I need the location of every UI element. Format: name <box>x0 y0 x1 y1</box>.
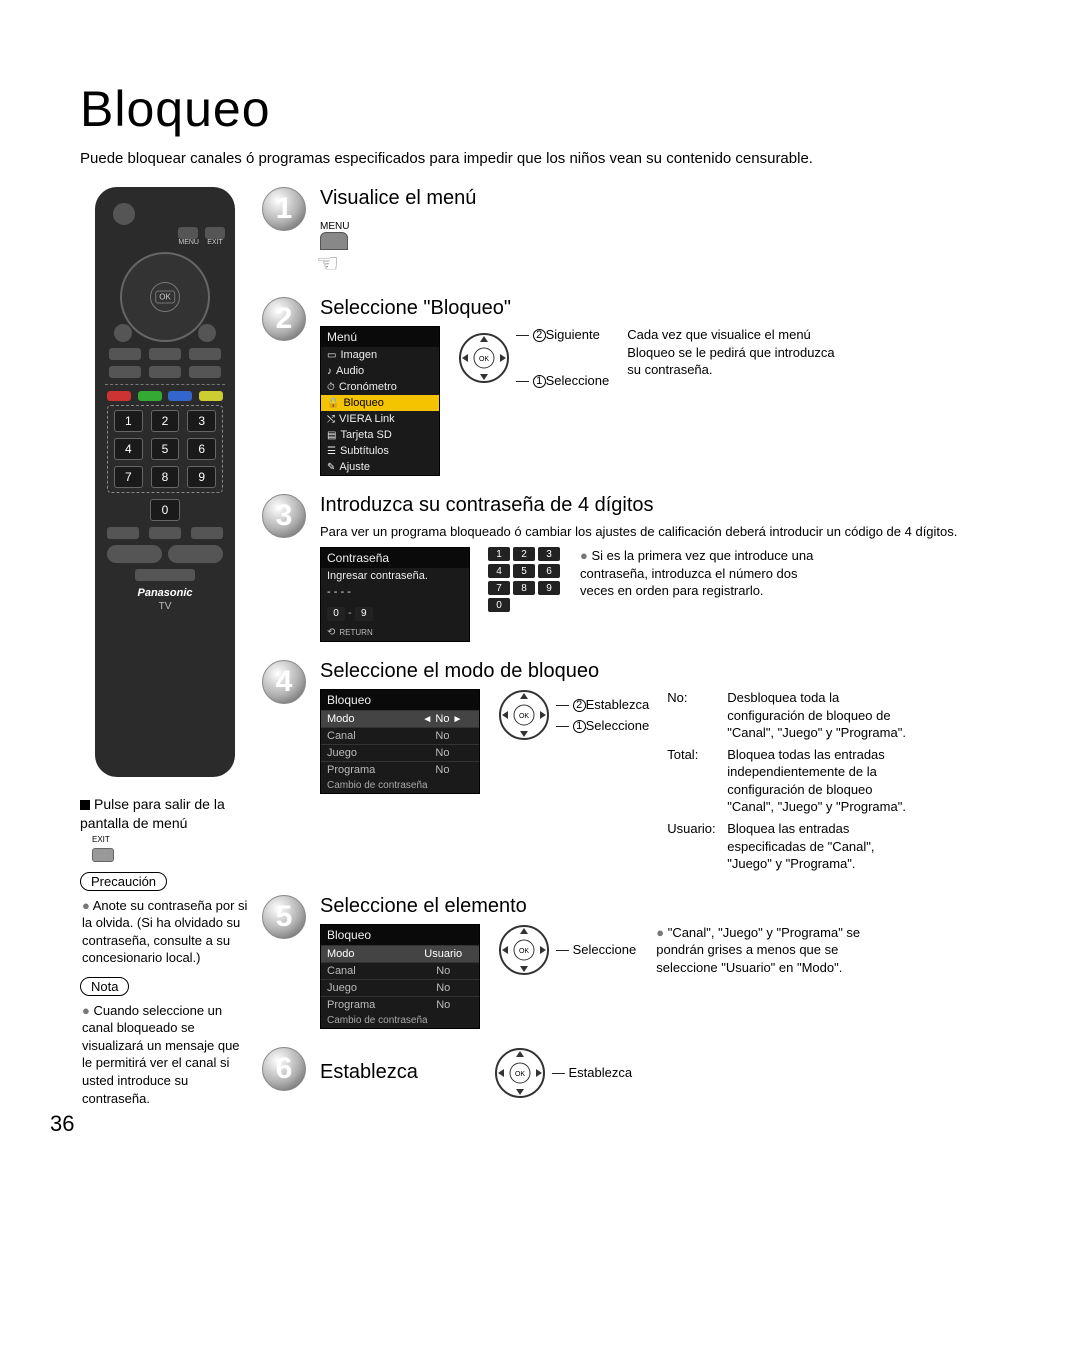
step-4-number: 4 <box>262 660 306 704</box>
svg-text:OK: OK <box>479 356 489 363</box>
step-5-note: "Canal", "Juego" y "Programa" se pondrán… <box>656 924 896 977</box>
lock-item-osd: Bloqueo ModoUsuarioCanalNoJuegoNoProgram… <box>320 924 480 1029</box>
step-2-title: Seleccione "Bloqueo" <box>320 297 1010 320</box>
step-5-title: Seleccione el elemento <box>320 895 1010 918</box>
osd-row: CanalNo <box>321 962 479 979</box>
dpad-icon: OK <box>494 1047 546 1099</box>
exit-button-icon <box>92 848 114 862</box>
anno-establezca: — 2Establezca <box>556 696 649 714</box>
intro-text: Puede bloquear canales ó programas espec… <box>80 150 1010 167</box>
page-number: 36 <box>50 1111 74 1137</box>
anno-seleccione: — 1Seleccione <box>516 372 609 390</box>
step-6-number: 6 <box>262 1047 306 1091</box>
main-menu-osd: Menú ▭Imagen♪Audio⏱Cronómetro🔒Bloqueo⤭VI… <box>320 326 440 476</box>
precaucion-badge: Precaución <box>80 872 167 891</box>
osd-row: ProgramaNo <box>321 762 479 779</box>
osd-row: ModoUsuario <box>321 945 479 962</box>
remote-model: TV <box>105 601 225 612</box>
svg-text:OK: OK <box>519 948 529 955</box>
dpad-icon: OK <box>498 689 550 741</box>
step-3-note: Si es la primera vez que introduce una c… <box>580 547 820 600</box>
numpad-icon: 123 456 789 0 <box>488 547 560 612</box>
menu-item: ⏱Cronómetro <box>321 379 439 395</box>
remote-exit-label: EXIT <box>207 239 223 246</box>
nota-badge: Nota <box>80 977 129 996</box>
step-6-title: Establezca <box>320 1061 418 1084</box>
osd-row: JuegoNo <box>321 979 479 996</box>
anno-seleccione: — Seleccione <box>556 941 636 959</box>
hand-pointer-icon: ☜ <box>316 248 1010 279</box>
anno-siguiente: — 2Siguiente <box>516 326 609 344</box>
svg-text:OK: OK <box>515 1071 525 1078</box>
page-title: Bloqueo <box>80 80 1010 138</box>
exit-instruction: Pulse para salir de la pantalla de menú … <box>80 795 250 862</box>
anno-seleccione: — 1Seleccione <box>556 717 649 735</box>
step-3-title: Introduzca su contraseña de 4 dígitos <box>320 494 1010 517</box>
menu-item: ⤭VIERA Link <box>321 411 439 427</box>
menu-button-icon: MENU <box>320 221 349 250</box>
step-1-number: 1 <box>262 187 306 231</box>
svg-text:OK: OK <box>519 713 529 720</box>
osd-row: Modo◄ No ► <box>321 711 479 728</box>
step-1-title: Visualice el menú <box>320 187 1010 210</box>
menu-item: ✎Ajuste <box>321 459 439 475</box>
menu-item: ☰Subtítulos <box>321 443 439 459</box>
menu-item: ▤Tarjeta SD <box>321 427 439 443</box>
menu-item: ▭Imagen <box>321 347 439 363</box>
menu-item: ♪Audio <box>321 363 439 379</box>
lock-mode-definitions: No:Desbloquea toda la configuración de b… <box>667 689 907 876</box>
remote-illustration: MENU EXIT 123 <box>95 187 235 777</box>
step-3-sub: Para ver un programa bloqueado ó cambiar… <box>320 523 1010 541</box>
step-4-title: Seleccione el modo de bloqueo <box>320 660 1010 683</box>
lock-mode-osd: Bloqueo Modo◄ No ►CanalNoJuegoNoPrograma… <box>320 689 480 794</box>
step-5-number: 5 <box>262 895 306 939</box>
remote-brand: Panasonic <box>105 587 225 599</box>
step-2-number: 2 <box>262 297 306 341</box>
osd-row: JuegoNo <box>321 745 479 762</box>
precaucion-text: Anote su contraseña por si la olvida. (S… <box>82 897 250 967</box>
dpad-icon: OK <box>498 924 550 976</box>
nota-text: Cuando seleccione un canal bloqueado se … <box>82 1002 250 1107</box>
step-3-number: 3 <box>262 494 306 538</box>
anno-establezca: — Establezca <box>552 1064 632 1082</box>
remote-dpad <box>120 252 210 342</box>
password-osd: Contraseña Ingresar contraseña. - - - - … <box>320 547 470 642</box>
step-2-note: Cada vez que visualice el menú Bloqueo s… <box>627 326 837 379</box>
remote-menu-label: MENU <box>178 239 199 246</box>
menu-item: 🔒Bloqueo <box>321 395 439 411</box>
osd-row: ProgramaNo <box>321 996 479 1013</box>
dpad-icon: OK <box>458 332 510 384</box>
osd-row: CanalNo <box>321 728 479 745</box>
